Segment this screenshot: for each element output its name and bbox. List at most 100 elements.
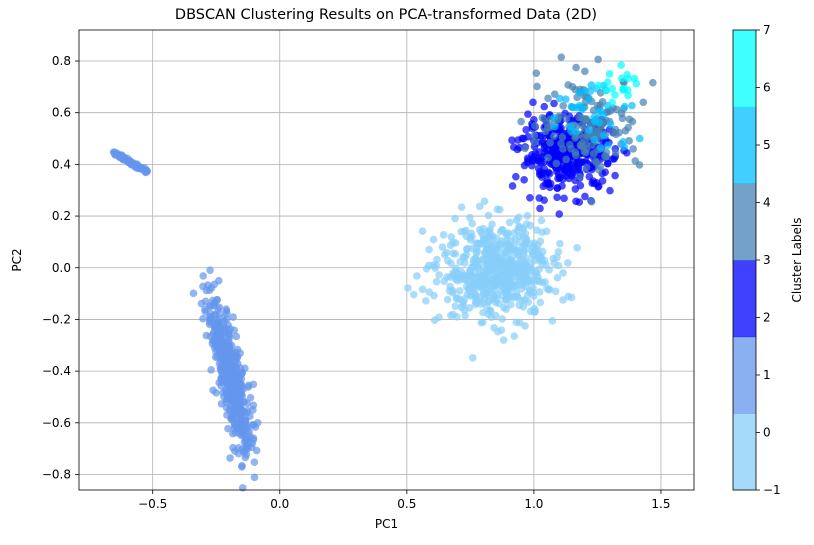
data-point xyxy=(237,405,246,414)
data-point xyxy=(133,161,141,170)
data-point xyxy=(537,158,545,167)
data-point xyxy=(611,148,620,157)
data-point xyxy=(449,238,457,247)
data-point xyxy=(485,297,494,305)
x-tick-label: 0.0 xyxy=(270,497,289,511)
series-5 xyxy=(550,81,644,152)
data-point xyxy=(581,192,589,201)
data-point xyxy=(225,381,234,390)
data-point xyxy=(422,264,431,273)
data-point xyxy=(205,320,214,329)
data-point xyxy=(447,233,456,241)
data-point xyxy=(496,257,504,266)
data-point xyxy=(536,298,545,307)
x-tick-label: 1.5 xyxy=(651,497,670,511)
data-point xyxy=(622,149,631,157)
y-tick-label: 0.2 xyxy=(52,209,71,223)
data-point xyxy=(237,385,245,394)
data-point xyxy=(562,155,570,164)
data-point xyxy=(238,484,247,492)
data-point xyxy=(432,261,441,269)
series-6 xyxy=(594,61,641,107)
data-point xyxy=(535,288,544,296)
data-point xyxy=(594,55,602,64)
data-point xyxy=(558,182,566,190)
data-point xyxy=(418,227,427,235)
data-point xyxy=(558,133,567,141)
y-tick-label: −0.2 xyxy=(42,312,71,326)
data-point xyxy=(560,194,568,203)
data-point xyxy=(466,270,475,279)
data-point xyxy=(550,113,559,122)
data-point xyxy=(484,211,493,220)
data-point xyxy=(453,294,461,303)
data-point xyxy=(496,227,505,236)
data-point xyxy=(453,276,462,285)
data-point xyxy=(503,259,512,268)
data-point xyxy=(240,397,249,406)
data-point xyxy=(249,401,258,410)
data-point xyxy=(422,297,430,305)
colorbar-tick-label: −1 xyxy=(763,483,781,497)
data-point xyxy=(521,322,529,330)
colorbar-tick-label: 1 xyxy=(763,368,771,382)
data-point xyxy=(559,296,567,304)
data-point xyxy=(618,74,626,83)
y-tick-label: −0.8 xyxy=(42,467,71,481)
data-point xyxy=(556,239,564,248)
data-point xyxy=(629,145,637,153)
data-point xyxy=(501,269,510,278)
data-point xyxy=(513,292,522,301)
data-point xyxy=(540,196,548,204)
data-point xyxy=(537,255,546,263)
data-point xyxy=(590,135,599,144)
data-point xyxy=(212,389,220,397)
data-point xyxy=(479,298,487,307)
data-point xyxy=(550,90,559,98)
data-point xyxy=(242,436,251,444)
data-point xyxy=(649,78,657,87)
data-point xyxy=(553,273,562,282)
data-point xyxy=(199,314,207,323)
data-point xyxy=(508,136,516,145)
data-point xyxy=(486,276,495,285)
data-point xyxy=(639,98,648,107)
data-point xyxy=(562,114,571,123)
data-point xyxy=(438,243,447,251)
data-point xyxy=(531,149,540,158)
data-point xyxy=(230,418,238,427)
data-point xyxy=(512,216,521,225)
data-point xyxy=(520,176,528,184)
data-point xyxy=(506,300,515,309)
data-point xyxy=(512,318,521,327)
data-point xyxy=(446,311,455,320)
data-point xyxy=(611,91,619,99)
data-point xyxy=(501,248,509,257)
data-point xyxy=(252,446,261,455)
data-point xyxy=(575,101,584,110)
data-point xyxy=(587,197,596,206)
data-point xyxy=(554,248,563,256)
data-point xyxy=(554,261,563,270)
x-axis-ticks: −0.5 0.0 0.5 1.0 1.5 xyxy=(138,490,671,511)
data-point xyxy=(143,167,151,176)
data-point xyxy=(462,282,471,291)
data-point xyxy=(587,81,596,89)
data-point xyxy=(567,102,576,111)
data-point xyxy=(585,126,593,135)
data-point xyxy=(606,120,615,129)
data-point xyxy=(550,132,558,141)
data-point xyxy=(508,182,517,190)
data-point xyxy=(538,113,547,122)
data-point xyxy=(432,277,441,286)
colorbar-segment xyxy=(733,413,756,491)
data-point xyxy=(530,308,539,316)
data-point xyxy=(531,138,539,147)
data-point xyxy=(564,81,572,89)
data-point xyxy=(439,230,448,239)
data-point xyxy=(635,134,644,143)
data-point xyxy=(591,157,600,165)
chart-title: DBSCAN Clustering Results on PCA-transfo… xyxy=(174,7,598,23)
data-point xyxy=(497,326,506,334)
series-1 xyxy=(189,266,262,492)
